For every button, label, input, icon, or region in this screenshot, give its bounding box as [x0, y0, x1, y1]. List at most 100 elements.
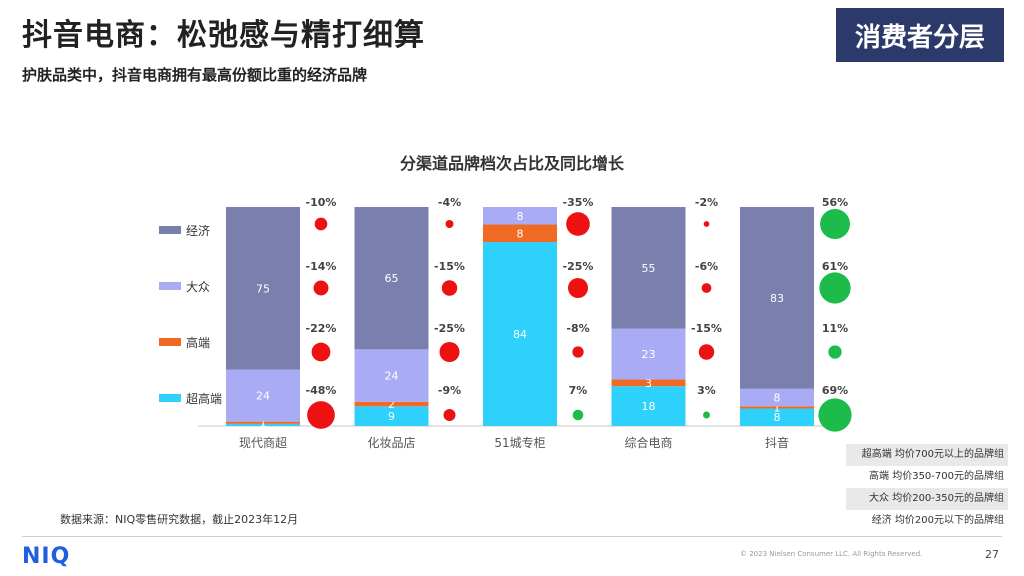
bar-mass-0 — [226, 369, 300, 422]
growth-label-super-premium-3: 3% — [697, 384, 716, 397]
bar-super-premium-2 — [483, 242, 557, 426]
bar-value-premium-3: 3 — [645, 377, 652, 390]
growth-label-premium-3: -15% — [691, 322, 722, 335]
growth-label-premium-2: -8% — [566, 322, 589, 335]
bar-value-mass-1: 24 — [385, 370, 399, 383]
section-badge: 消费者分层 — [836, 8, 1004, 62]
growth-marker-economy-2 — [566, 212, 590, 236]
growth-label-economy-0: -10% — [306, 196, 337, 209]
bar-value-mass-2: 8 — [517, 210, 524, 223]
growth-marker-premium-1 — [439, 342, 460, 362]
tier-note-premium: 高端 均价350-700元的品牌组 — [869, 471, 1004, 482]
bar-mass-4 — [740, 388, 814, 407]
bar-value-economy-1: 65 — [385, 272, 399, 285]
growth-label-mass-1: -15% — [434, 260, 465, 273]
growth-marker-super-premium-3 — [703, 411, 710, 419]
tier-note-economy: 经济 均价200元以下的品牌组 — [871, 515, 1004, 526]
bar-value-mass-4: 8 — [774, 392, 781, 405]
legend-label-economy: 经济 — [186, 223, 210, 238]
growth-marker-premium-4 — [828, 345, 842, 359]
copyright: © 2023 Nielsen Consumer LLC. All Rights … — [740, 550, 923, 558]
growth-label-economy-2: -35% — [563, 196, 594, 209]
bar-value-super-premium-3: 18 — [642, 400, 656, 413]
growth-label-super-premium-1: -9% — [438, 384, 461, 397]
x-tick-label-1: 化妆品店 — [367, 436, 415, 450]
growth-marker-mass-1 — [441, 280, 458, 296]
growth-label-super-premium-2: 7% — [569, 384, 588, 397]
growth-label-premium-4: 11% — [822, 322, 848, 335]
bar-value-economy-0: 75 — [256, 282, 270, 295]
x-tick-label-2: 51城专柜 — [494, 435, 545, 450]
bar-value-economy-4: 83 — [770, 292, 784, 305]
x-tick-label-3: 综合电商 — [624, 435, 672, 450]
growth-marker-economy-0 — [314, 217, 328, 231]
bar-value-premium-0: 1 — [260, 417, 267, 430]
bar-economy-4 — [740, 207, 814, 389]
growth-marker-mass-3 — [701, 283, 712, 293]
bar-economy-1 — [354, 207, 429, 350]
growth-label-super-premium-4: 69% — [822, 384, 848, 397]
x-tick-label-4: 抖音 — [765, 435, 789, 450]
growth-marker-super-premium-0 — [307, 401, 335, 429]
growth-marker-super-premium-1 — [443, 409, 456, 421]
legend-label-super-premium: 超高端 — [186, 391, 222, 406]
bar-economy-3 — [611, 207, 686, 329]
growth-marker-premium-3 — [698, 344, 715, 360]
data-source: 数据来源：NIQ零售研究数据，截止2023年12月 — [60, 513, 299, 526]
tier-note-mass: 大众 均价200-350元的品牌组 — [846, 488, 1008, 510]
x-tick-label-0: 现代商超 — [239, 435, 287, 450]
bar-super-premium-4 — [740, 408, 814, 426]
growth-marker-super-premium-2 — [572, 409, 584, 421]
growth-label-super-premium-0: -48% — [306, 384, 337, 397]
growth-label-economy-1: -4% — [438, 196, 461, 209]
growth-marker-economy-3 — [703, 221, 710, 227]
bar-value-economy-3: 55 — [642, 262, 656, 275]
bar-value-super-premium-2: 84 — [513, 328, 527, 341]
bar-mass-2 — [483, 207, 557, 225]
bar-super-premium-1 — [354, 406, 429, 426]
growth-marker-mass-2 — [568, 278, 588, 298]
growth-marker-premium-0 — [311, 342, 331, 362]
bar-mass-1 — [354, 349, 429, 402]
bar-economy-0 — [226, 207, 300, 370]
bar-value-super-premium-1: 9 — [388, 410, 395, 423]
growth-marker-economy-4 — [820, 209, 850, 239]
growth-label-economy-4: 56% — [822, 196, 848, 209]
bar-value-premium-2: 8 — [517, 227, 524, 240]
bar-super-premium-3 — [611, 386, 686, 426]
page-number: 27 — [985, 548, 999, 561]
bar-value-super-premium-4: 8 — [774, 411, 781, 424]
bar-value-premium-1: 2 — [388, 398, 395, 411]
legend-swatch-economy — [159, 226, 181, 234]
growth-label-mass-2: -25% — [563, 260, 594, 273]
bar-premium-3 — [611, 379, 686, 387]
chart-title: 分渠道品牌档次占比及同比增长 — [399, 154, 624, 173]
bar-super-premium-0 — [226, 423, 300, 426]
page-title: 抖音电商：松弛感与精打细算 — [22, 18, 425, 53]
bar-value-premium-4: 1 — [774, 401, 781, 414]
growth-marker-premium-2 — [572, 346, 584, 358]
growth-label-premium-0: -22% — [306, 322, 337, 335]
growth-marker-super-premium-4 — [818, 398, 852, 432]
bar-value-mass-3: 23 — [642, 348, 656, 361]
footer-divider — [22, 536, 1002, 537]
bar-value-super-premium-0: 1 — [260, 419, 267, 432]
growth-marker-economy-1 — [445, 220, 454, 228]
bar-premium-4 — [740, 406, 814, 409]
growth-marker-mass-4 — [819, 272, 851, 304]
legend-swatch-premium — [159, 338, 181, 346]
bar-mass-3 — [611, 328, 686, 380]
bar-value-mass-0: 24 — [256, 390, 270, 403]
niq-logo: NIQ — [22, 544, 71, 569]
bar-premium-0 — [226, 421, 300, 424]
bar-premium-1 — [354, 401, 429, 407]
growth-label-mass-4: 61% — [822, 260, 848, 273]
page-subtitle: 护肤品类中，抖音电商拥有最高份额比重的经济品牌 — [22, 66, 368, 84]
tier-note-super-premium: 超高端 均价700元以上的品牌组 — [846, 444, 1008, 466]
legend-swatch-super-premium — [159, 394, 181, 402]
growth-label-premium-1: -25% — [434, 322, 465, 335]
growth-label-mass-0: -14% — [306, 260, 337, 273]
tier-definitions: 超高端 均价700元以上的品牌组 高端 均价350-700元的品牌组 大众 均价… — [846, 444, 1008, 532]
legend-label-premium: 高端 — [186, 335, 210, 350]
